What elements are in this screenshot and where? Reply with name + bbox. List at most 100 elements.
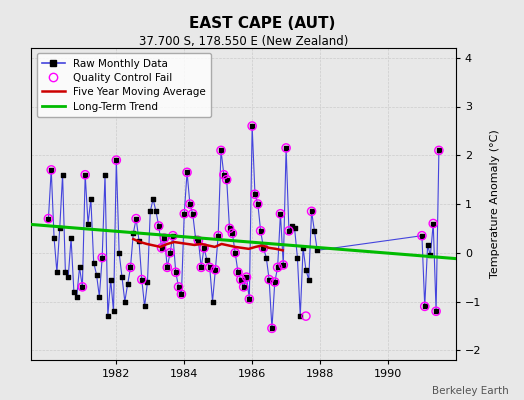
Text: Berkeley Earth: Berkeley Earth — [432, 386, 508, 396]
Point — [152, 208, 160, 214]
Point — [270, 279, 279, 285]
Point — [194, 237, 203, 244]
Point — [205, 264, 214, 270]
Point — [86, 196, 95, 202]
Point — [304, 276, 313, 283]
Point — [58, 172, 67, 178]
Point — [121, 298, 129, 305]
Point — [115, 250, 123, 256]
Point — [169, 232, 177, 239]
Point — [418, 232, 426, 239]
Point — [209, 298, 217, 305]
Point — [432, 308, 440, 314]
Point — [61, 269, 70, 276]
Point — [129, 230, 137, 236]
Point — [78, 284, 86, 290]
Point — [214, 232, 222, 239]
Point — [155, 223, 163, 229]
Point — [160, 235, 169, 241]
Point — [423, 242, 432, 249]
Point — [200, 245, 208, 251]
Point — [75, 264, 84, 270]
Point — [259, 245, 268, 251]
Point — [143, 279, 151, 285]
Point — [110, 308, 118, 314]
Point — [254, 201, 262, 207]
Point — [194, 237, 203, 244]
Point — [302, 267, 310, 273]
Point — [169, 232, 177, 239]
Point — [256, 228, 265, 234]
Point — [98, 254, 106, 261]
Point — [302, 313, 310, 319]
Point — [185, 201, 194, 207]
Point — [160, 235, 169, 241]
Point — [106, 276, 115, 283]
Point — [81, 172, 90, 178]
Point — [268, 325, 276, 332]
Point — [44, 216, 52, 222]
Point — [256, 228, 265, 234]
Point — [288, 223, 296, 229]
Point — [231, 250, 239, 256]
Point — [166, 250, 174, 256]
Point — [426, 252, 434, 258]
Point — [225, 225, 234, 232]
Point — [183, 169, 191, 176]
Point — [197, 264, 205, 270]
Y-axis label: Temperature Anomaly (°C): Temperature Anomaly (°C) — [490, 130, 500, 278]
Point — [242, 274, 250, 280]
Point — [299, 245, 307, 251]
Point — [157, 245, 166, 251]
Point — [146, 208, 155, 214]
Point — [265, 276, 274, 283]
Point — [217, 147, 225, 154]
Point — [220, 172, 228, 178]
Point — [228, 230, 236, 236]
Point — [285, 228, 293, 234]
Point — [248, 123, 256, 129]
Point — [70, 288, 78, 295]
Point — [174, 284, 183, 290]
Point — [53, 269, 61, 276]
Point — [279, 262, 288, 268]
Point — [174, 284, 183, 290]
Point — [163, 264, 171, 270]
Point — [276, 210, 285, 217]
Point — [308, 208, 316, 214]
Point — [126, 264, 135, 270]
Point — [189, 210, 197, 217]
Point — [183, 169, 191, 176]
Point — [138, 276, 146, 283]
Point — [231, 250, 239, 256]
Point — [245, 296, 254, 302]
Point — [282, 145, 290, 151]
Point — [234, 269, 242, 276]
Point — [72, 294, 81, 300]
Point — [282, 145, 290, 151]
Point — [126, 264, 135, 270]
Point — [421, 303, 429, 310]
Point — [279, 262, 288, 268]
Point — [67, 235, 75, 241]
Point — [220, 172, 228, 178]
Point — [313, 247, 321, 254]
Point — [296, 313, 304, 319]
Point — [214, 232, 222, 239]
Point — [78, 284, 86, 290]
Point — [223, 176, 231, 183]
Point — [276, 210, 285, 217]
Point — [270, 279, 279, 285]
Point — [432, 308, 440, 314]
Point — [157, 245, 166, 251]
Point — [56, 225, 64, 232]
Point — [228, 230, 236, 236]
Point — [265, 276, 274, 283]
Point — [98, 254, 106, 261]
Point — [211, 267, 220, 273]
Point — [435, 147, 443, 154]
Point — [429, 220, 438, 227]
Point — [104, 313, 112, 319]
Point — [421, 303, 429, 310]
Point — [118, 274, 126, 280]
